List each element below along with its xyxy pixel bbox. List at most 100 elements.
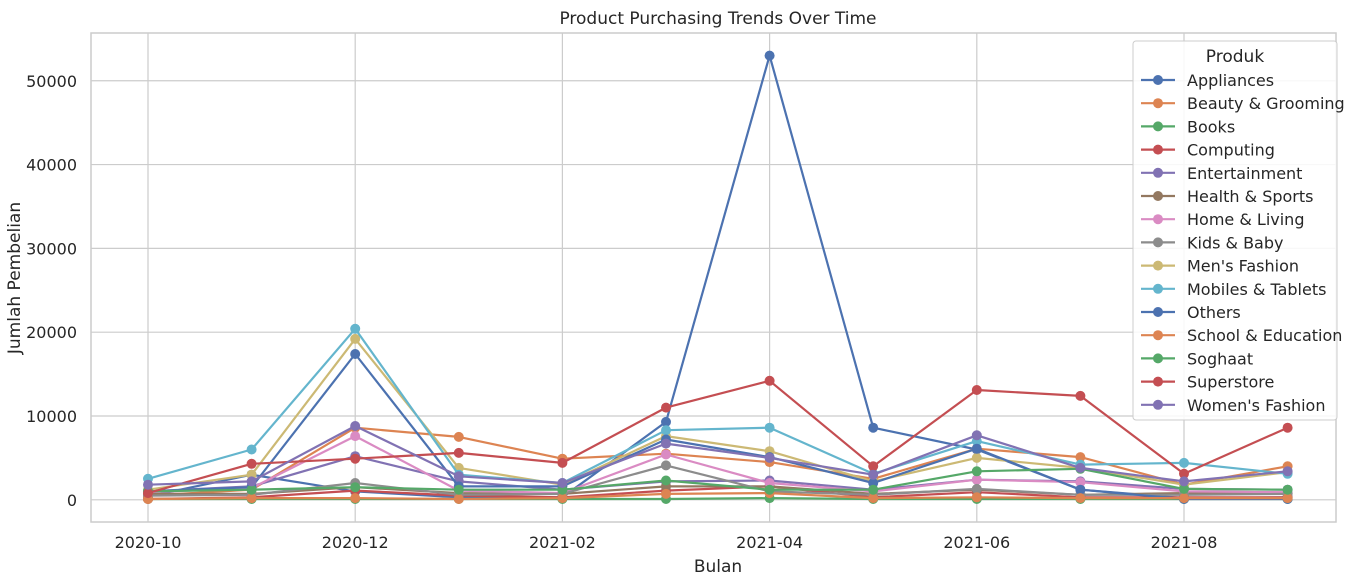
- x-tick-label: 2020-12: [322, 533, 389, 552]
- legend-item: Soghaat: [1141, 349, 1253, 368]
- data-point: [661, 460, 671, 471]
- data-point: [246, 476, 257, 487]
- series-line: [147, 424, 1288, 486]
- data-point: [971, 466, 982, 477]
- x-tick-label: 2021-02: [529, 533, 596, 552]
- legend-marker: [1153, 121, 1163, 132]
- legend-marker: [1153, 98, 1163, 109]
- data-point: [350, 493, 361, 504]
- legend-item: School & Education: [1141, 326, 1342, 345]
- legend-item: Beauty & Grooming: [1141, 94, 1345, 113]
- data-point: [764, 484, 775, 495]
- x-tick-label: 2021-06: [943, 533, 1010, 552]
- legend-marker: [1153, 260, 1163, 271]
- data-point: [661, 475, 671, 486]
- legend-marker: [1153, 214, 1163, 225]
- data-point: [557, 493, 568, 504]
- data-point: [661, 402, 671, 413]
- legend-label: Superstore: [1187, 373, 1274, 392]
- y-tick-label: 40000: [26, 156, 77, 175]
- data-point: [453, 494, 464, 504]
- data-point: [1075, 484, 1086, 495]
- chart-title: Product Purchasing Trends Over Time: [559, 9, 876, 29]
- data-point: [453, 471, 464, 482]
- legend-item: Women's Fashion: [1141, 396, 1325, 415]
- legend-marker: [1153, 283, 1163, 294]
- data-point: [661, 416, 671, 427]
- data-point: [1179, 476, 1189, 487]
- legend-item: Superstore: [1141, 373, 1274, 392]
- legend-label: Beauty & Grooming: [1187, 94, 1345, 113]
- data-point: [1075, 462, 1086, 473]
- data-point: [246, 458, 257, 469]
- legend-title: Produk: [1206, 47, 1265, 67]
- data-point: [971, 385, 982, 395]
- legend-item: Appliances: [1141, 71, 1274, 90]
- data-point: [453, 431, 464, 442]
- data-point: [764, 375, 775, 386]
- data-point: [350, 482, 361, 493]
- data-point: [868, 461, 879, 472]
- data-point: [246, 444, 257, 455]
- legend-marker: [1153, 144, 1163, 155]
- legend-marker: [1153, 330, 1163, 341]
- data-point: [764, 50, 775, 61]
- legend-label: Men's Fashion: [1187, 257, 1299, 276]
- legend-item: Kids & Baby: [1141, 233, 1283, 252]
- y-axis-ticks: 0 10000 20000 30000 40000 50000: [26, 72, 77, 510]
- data-point: [971, 443, 982, 454]
- data-point: [350, 431, 361, 442]
- legend-label: Health & Sports: [1187, 187, 1313, 206]
- data-point: [971, 474, 982, 485]
- legend-label: Home & Living: [1187, 210, 1304, 229]
- data-point: [350, 349, 361, 359]
- series-line: [147, 492, 1288, 501]
- legend-box: [1132, 40, 1338, 421]
- data-point: [246, 493, 257, 504]
- data-point: [1179, 493, 1189, 504]
- data-point: [453, 447, 464, 458]
- data-point: [557, 457, 568, 468]
- data-point: [1075, 493, 1086, 504]
- x-tick-label: 2021-08: [1151, 533, 1218, 552]
- data-point: [971, 483, 982, 494]
- data-point: [350, 421, 361, 431]
- legend-marker: [1153, 353, 1163, 364]
- data-point: [143, 488, 153, 499]
- data-point: [868, 422, 879, 433]
- legend-label: Others: [1187, 303, 1241, 322]
- x-axis-label: Bulan: [694, 557, 742, 577]
- legend-marker: [1153, 399, 1163, 410]
- series-line: [147, 464, 1288, 497]
- data-point: [764, 422, 775, 433]
- legend-item: Health & Sports: [1141, 187, 1313, 206]
- data-point: [1282, 422, 1293, 433]
- legend-items: Appliances Beauty & Grooming Books Computin…: [1141, 71, 1345, 415]
- legend-marker: [1153, 191, 1163, 201]
- data-point: [764, 452, 775, 463]
- x-tick-label: 2021-04: [736, 533, 803, 552]
- y-tick-label: 20000: [26, 323, 77, 342]
- legend-label: Computing: [1187, 141, 1275, 160]
- x-tick-label: 2020-10: [115, 533, 182, 552]
- legend-item: Mobiles & Tablets: [1141, 280, 1326, 299]
- series-line: [147, 467, 1288, 493]
- data-point: [971, 452, 982, 463]
- series-women-s-fashion: [143, 421, 1293, 490]
- legend-label: School & Education: [1187, 326, 1342, 345]
- legend-marker: [1153, 167, 1163, 178]
- data-point: [1075, 390, 1086, 401]
- data-point: [1075, 452, 1086, 463]
- y-tick-label: 10000: [26, 407, 77, 426]
- data-point: [1179, 483, 1189, 494]
- data-point: [868, 484, 879, 495]
- data-point: [143, 479, 153, 490]
- data-point: [868, 469, 879, 480]
- y-tick-label: 50000: [26, 72, 77, 91]
- data-point: [557, 478, 568, 488]
- legend-item: Computing: [1141, 141, 1275, 160]
- data-point: [971, 492, 982, 503]
- series-line: [147, 379, 1289, 495]
- data-point: [661, 449, 671, 460]
- x-axis-ticks: 2020-10 2020-12 2021-02 2021-04 2021-06 2021-…: [115, 533, 1218, 552]
